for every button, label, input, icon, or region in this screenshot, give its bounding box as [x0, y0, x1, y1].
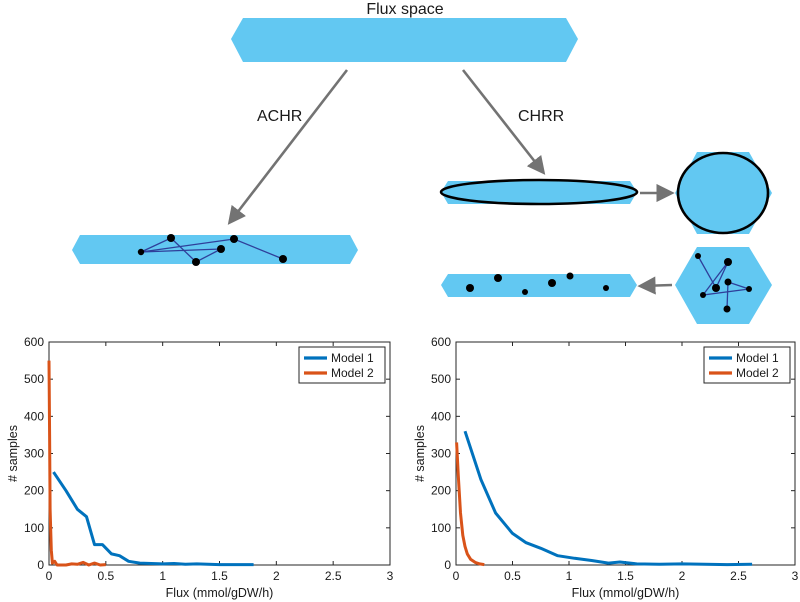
chrr-ellipse — [439, 178, 639, 206]
y-tick-label: 0 — [444, 558, 451, 572]
x-tick-label: 1 — [566, 569, 573, 583]
y-tick-label: 500 — [24, 372, 44, 386]
achr-sample-point — [167, 234, 175, 242]
x-tick-label: 1.5 — [211, 569, 228, 583]
chrr-sample-point — [695, 253, 701, 259]
x-tick-label: 2.5 — [730, 569, 747, 583]
y-tick-label: 300 — [431, 447, 451, 461]
x-tick-label: 0.5 — [97, 569, 114, 583]
x-axis-title: Flux (mmol/gDW/h) — [572, 586, 680, 600]
y-tick-label: 400 — [431, 409, 451, 423]
achr-arrow — [227, 69, 349, 225]
y-axis-title: # samples — [413, 425, 427, 482]
achr-sample-point — [137, 248, 145, 256]
y-tick-label: 300 — [24, 447, 44, 461]
chrr-uniform-point — [603, 285, 609, 291]
x-axis-title: Flux (mmol/gDW/h) — [166, 586, 274, 600]
y-axis-title: # samples — [6, 425, 20, 482]
y-tick-label: 100 — [24, 521, 44, 535]
x-tick-label: 2.5 — [325, 569, 342, 583]
y-tick-label: 0 — [37, 558, 44, 572]
chrr-sample-point — [724, 278, 732, 286]
x-tick-label: 3 — [387, 569, 394, 583]
chrr-sample-point — [723, 305, 731, 313]
series-line-model-1 — [52, 471, 254, 567]
chrr-uniform-point — [466, 284, 474, 292]
x-tick-label: 0 — [453, 569, 460, 583]
series-line-model-2 — [47, 360, 106, 567]
flux-space-shape — [231, 18, 578, 62]
achr-histogram-chart: Flux (mmol/gDW/h) # samples 0 0.5 1 1.5 2 2.5… — [6, 335, 394, 600]
legend-label-model-2: Model 2 — [736, 366, 779, 380]
legend-box — [298, 346, 386, 384]
chrr-uniform-point — [522, 289, 528, 295]
chrr-sample-points — [695, 253, 752, 313]
achr-label: ACHR — [257, 108, 302, 125]
y-tick-label: 200 — [24, 484, 44, 498]
diagram-title: Flux space — [366, 1, 443, 18]
chrr-arrow — [461, 69, 546, 175]
series-line-model-1 — [463, 430, 753, 567]
chrr-uniform-shape — [441, 274, 637, 297]
chrr-sample-point — [700, 292, 706, 298]
achr-sample-point — [192, 258, 200, 266]
back-transform-arrow — [637, 276, 673, 295]
y-tick-label: 100 — [431, 521, 451, 535]
x-tick-label: 0.5 — [504, 569, 521, 583]
legend-label-model-1: Model 1 — [331, 351, 374, 365]
chrr-uniform-point — [566, 272, 574, 280]
chrr-label: CHRR — [518, 108, 564, 125]
chrr-sample-point — [712, 284, 720, 292]
chrr-uniform-points — [466, 272, 609, 295]
chrr-sampling-shape — [675, 247, 772, 324]
legend-label-model-2: Model 2 — [331, 366, 374, 380]
x-tick-label: 1.5 — [617, 569, 634, 583]
y-tick-label: 600 — [431, 335, 451, 349]
x-tick-label: 1 — [159, 569, 166, 583]
achr-sample-point — [217, 245, 225, 253]
legend-label-model-1: Model 1 — [736, 351, 779, 365]
x-tick-label: 2 — [679, 569, 686, 583]
legend-box — [703, 346, 791, 384]
y-tick-label: 600 — [24, 335, 44, 349]
series-line-model-2 — [455, 442, 485, 567]
chrr-uniform-point — [548, 279, 556, 287]
x-tick-label: 0 — [46, 569, 53, 583]
chrr-uniform-point — [494, 274, 502, 282]
sampling-diagram: Flux space ACHR CHRR — [72, 1, 772, 324]
x-tick-label: 2 — [273, 569, 280, 583]
y-tick-label: 400 — [24, 409, 44, 423]
achr-sample-point — [230, 235, 238, 243]
achr-sample-points — [137, 234, 287, 266]
achr-sample-point — [279, 255, 287, 263]
x-tick-label: 3 — [792, 569, 799, 583]
y-tick-label: 500 — [431, 372, 451, 386]
chrr-histogram-chart: Flux (mmol/gDW/h) # samples 0 0.5 1 1.5 2 2.5… — [413, 335, 799, 600]
chrr-sample-point — [746, 286, 752, 292]
y-tick-label: 200 — [431, 484, 451, 498]
chrr-sample-point — [724, 258, 732, 266]
chrr-circle — [676, 151, 770, 235]
